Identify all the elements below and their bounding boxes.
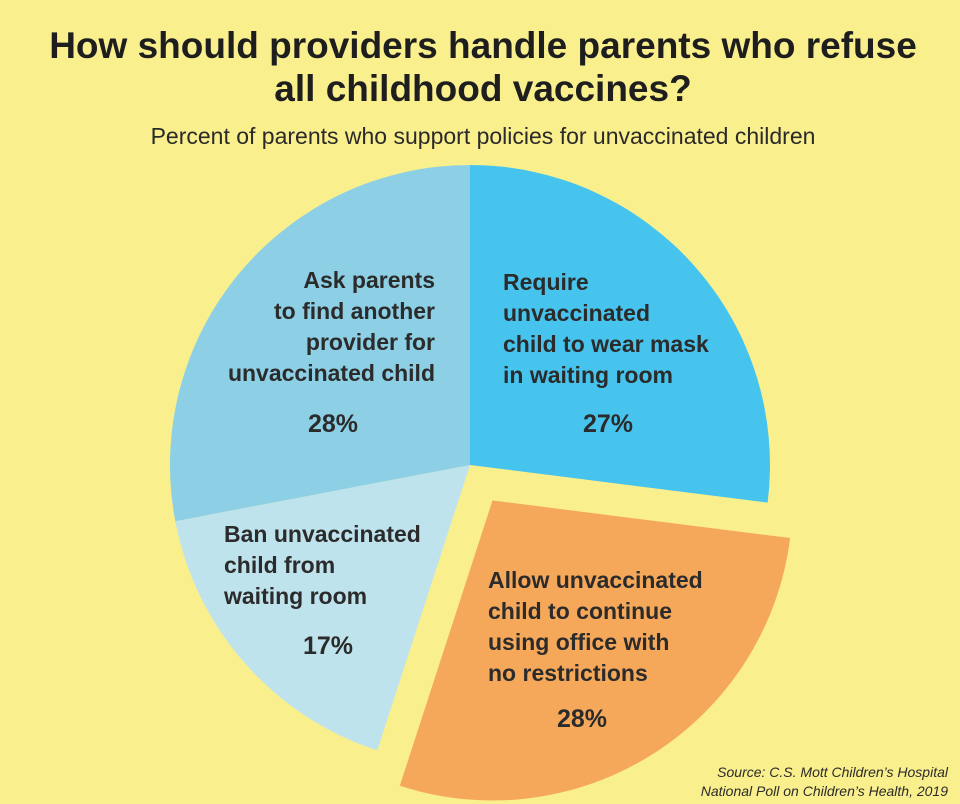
slice-value-4: 28% [308,410,358,438]
slice-value-3: 17% [303,632,353,660]
slice-label-2-line-3: using office with [488,629,669,655]
slice-label-4-line-1: Ask parents [303,267,435,293]
slice-value-2: 28% [557,705,607,733]
pie-labels: Require unvaccinated child to wear mask in … [223,267,709,733]
chart-subtitle: Percent of parents who support policies … [151,123,816,149]
pie-slice-4 [169,165,470,522]
pie-slices [169,165,791,801]
slice-label-4-line-4: unvaccinated child [228,360,435,386]
slice-label-3-line-2: child from [224,552,335,578]
slice-label-2-line-4: no restrictions [488,660,648,686]
chart-title-line-2: all childhood vaccines? [274,68,691,109]
slice-value-1: 27% [583,410,633,438]
slice-label-1-line-4: in waiting room [503,362,673,388]
slice-label-1-line-1: Require [503,269,589,295]
slice-label-4-line-2: to find another [274,298,435,324]
slice-label-1-line-2: unvaccinated [503,300,650,326]
pie-slice-2 [399,500,791,801]
pie-slice-3 [175,465,470,751]
slice-label-2-line-1: Allow unvaccinated [488,567,703,593]
slice-label-2-line-2: child to continue [488,598,672,624]
slice-label-1-line-3: child to wear mask [503,331,709,357]
chart-title-line-1: How should providers handle parents who … [49,25,917,66]
pie-slice-1 [470,165,770,503]
source-line-2: National Poll on Children’s Health, 2019 [701,783,948,799]
source-line-1: Source: C.S. Mott Children’s Hospital [717,764,949,780]
slice-label-4-line-3: provider for [306,329,435,355]
slice-label-3-line-3: waiting room [223,583,367,609]
slice-label-3-line-1: Ban unvaccinated [224,521,421,547]
